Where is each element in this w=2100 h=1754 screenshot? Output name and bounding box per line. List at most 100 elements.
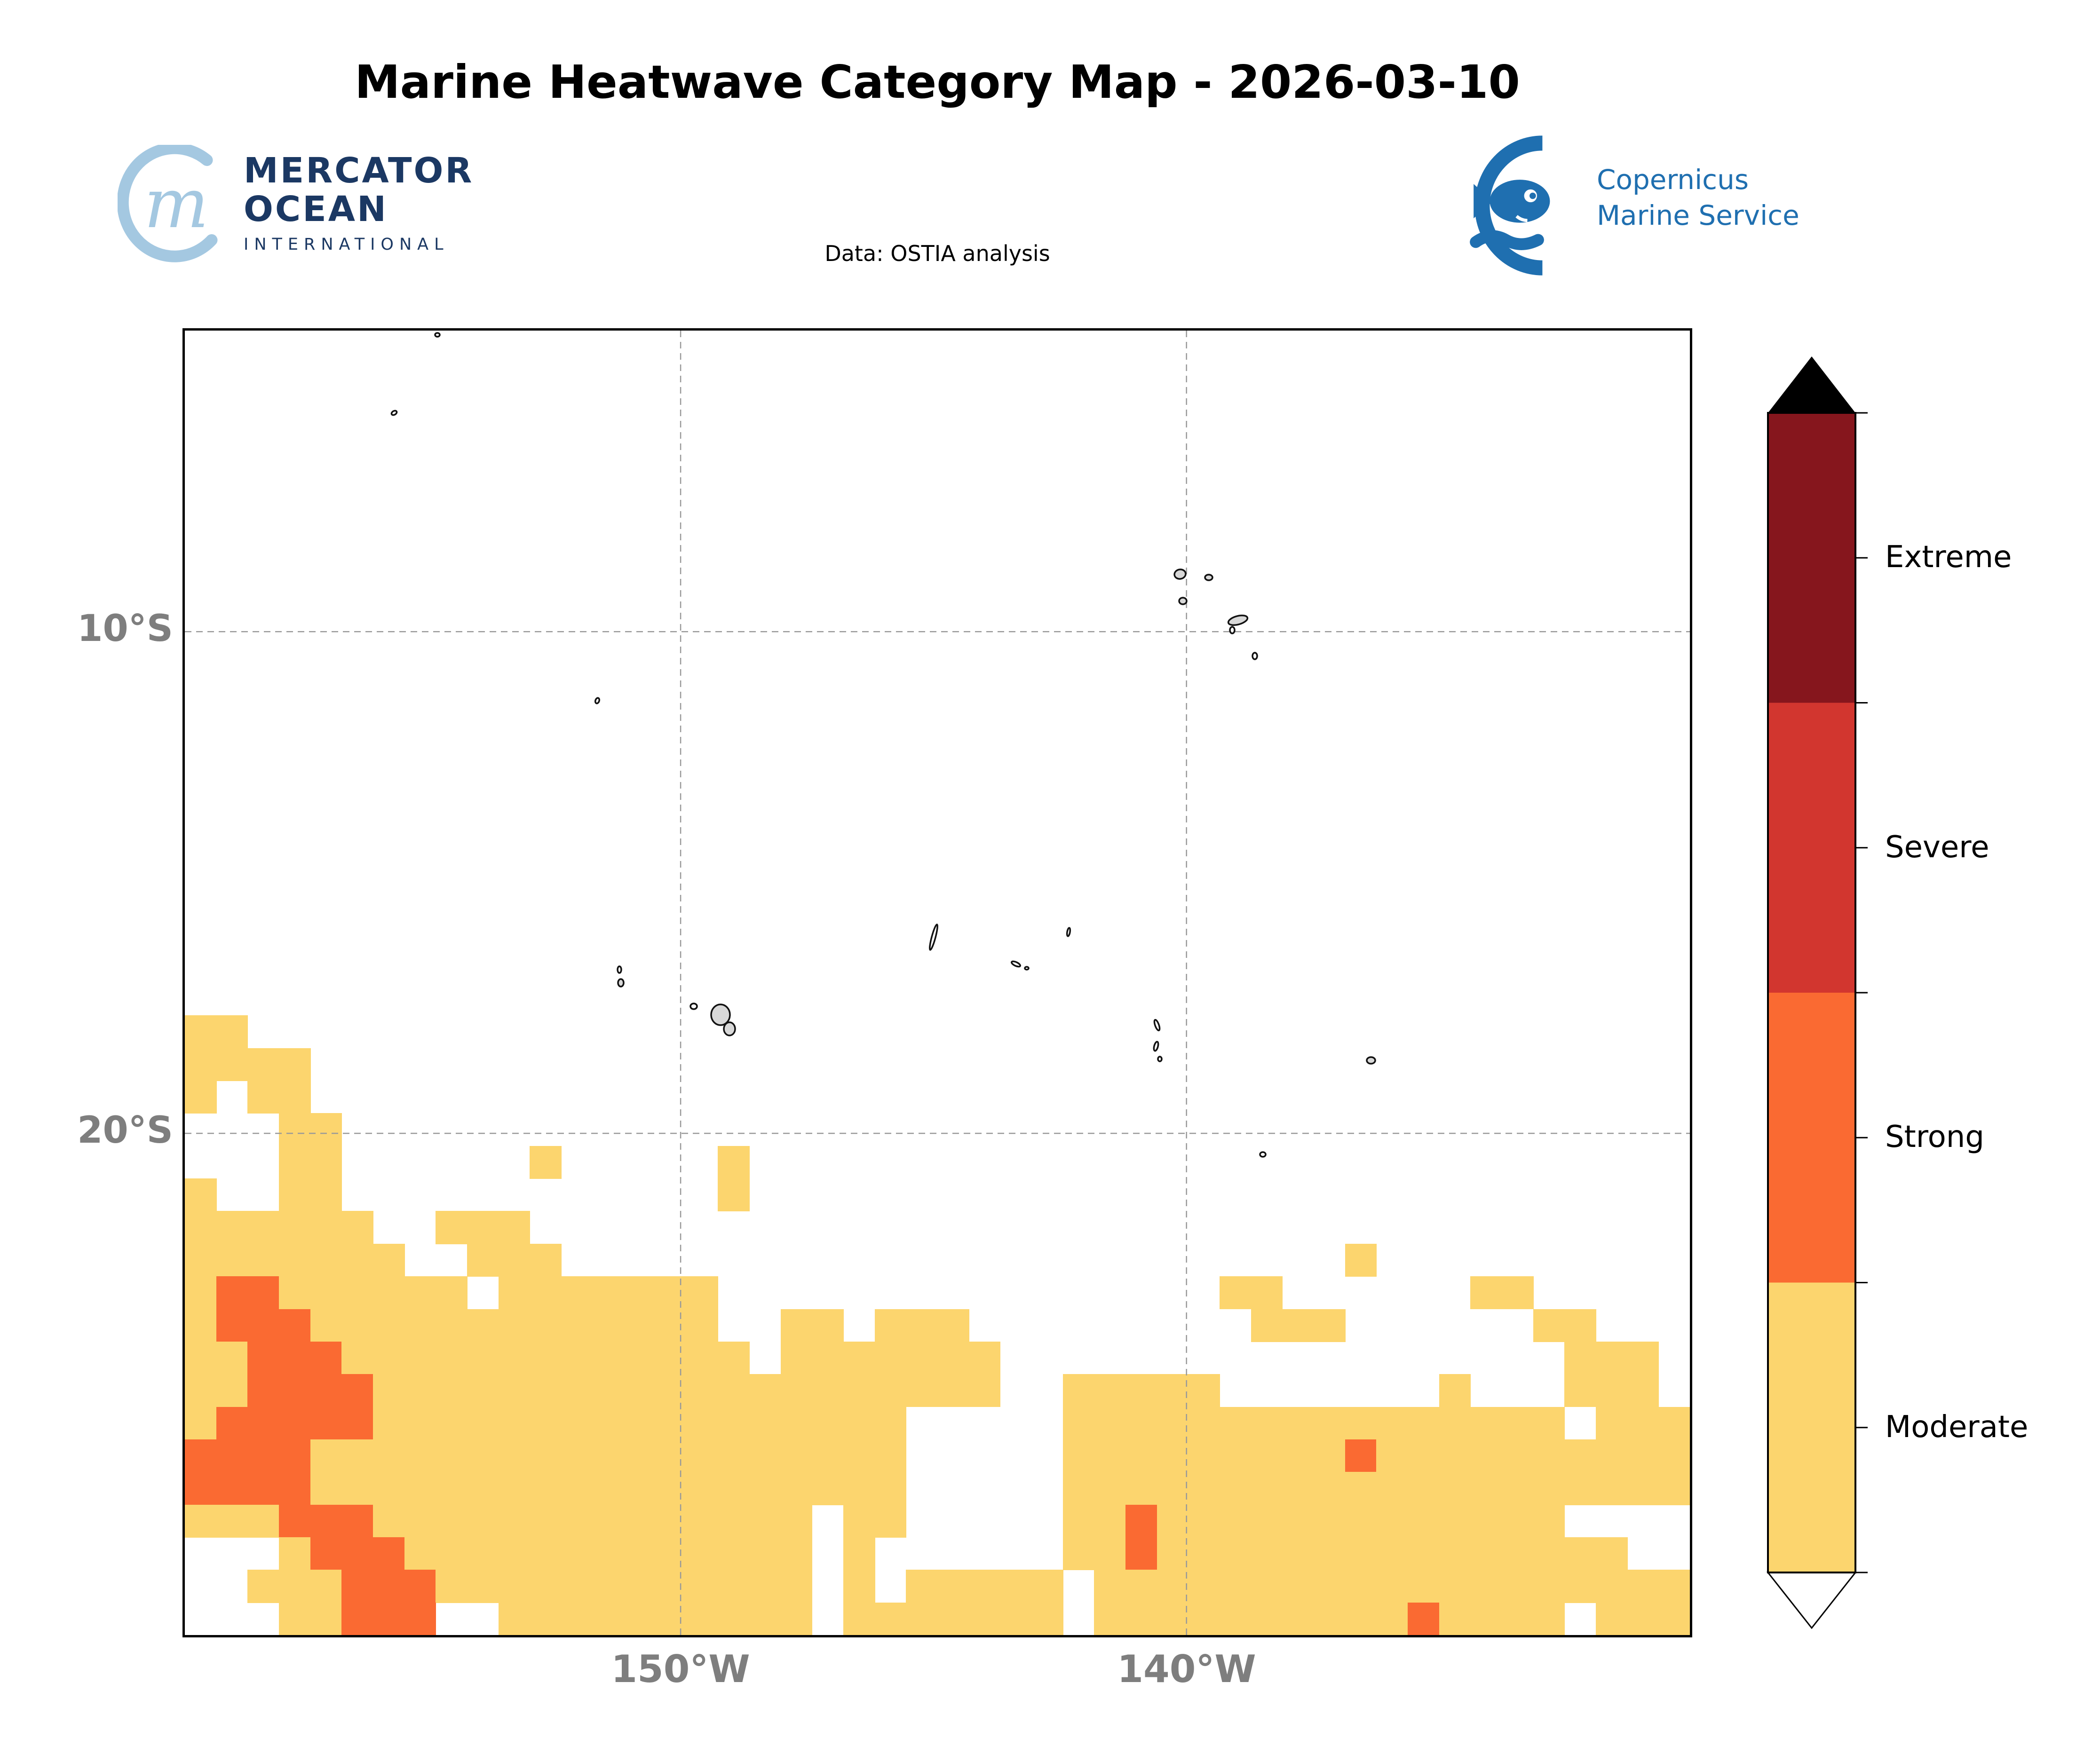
heatwave-cell-moderate	[185, 1211, 373, 1244]
heatwave-cell-moderate	[185, 1374, 248, 1407]
heatwave-cell-moderate	[185, 1015, 248, 1049]
colorbar-segment	[1768, 703, 1855, 993]
page-title: Marine Heatwave Category Map - 2026-03-1…	[355, 55, 1520, 109]
island-outline	[1229, 626, 1236, 634]
heatwave-cell-strong	[1408, 1602, 1440, 1635]
heatwave-cell-moderate	[404, 1537, 813, 1571]
heatwave-cell-moderate	[247, 1570, 342, 1603]
y-tick-label: 10°S	[77, 608, 173, 650]
island-outline	[1252, 652, 1258, 660]
heatwave-cell-moderate	[310, 1439, 907, 1473]
heatwave-cell-moderate	[1062, 1439, 1346, 1473]
heatwave-cell-moderate	[185, 1309, 217, 1342]
island-outline	[1153, 1041, 1159, 1052]
heatwave-cell-moderate	[530, 1146, 562, 1179]
heatwave-cell-moderate	[780, 1309, 844, 1342]
heatwave-cell-strong	[216, 1276, 279, 1310]
mercator-logo-line3: INTERNATIONAL	[244, 235, 449, 254]
heatwave-cell-moderate	[310, 1309, 719, 1342]
island-outline	[617, 965, 622, 974]
heatwave-cell-moderate	[310, 1472, 907, 1505]
heatwave-cell-moderate	[1062, 1537, 1126, 1571]
heatwave-cell-moderate	[185, 1243, 405, 1277]
heatwave-cell-strong	[341, 1570, 436, 1603]
mercator-ocean-logo: m MERCATOR OCEAN INTERNATIONAL	[117, 142, 541, 277]
heatwave-cell-strong	[247, 1374, 373, 1407]
heatwave-cell-moderate	[279, 1178, 342, 1212]
heatwave-cell-strong	[216, 1406, 373, 1440]
heatwave-cell-moderate	[1062, 1472, 1690, 1505]
heatwave-cell-moderate	[1062, 1504, 1126, 1538]
heatwave-cell-moderate	[279, 1276, 468, 1310]
heatwave-cell-moderate	[780, 1341, 1001, 1375]
x-tick-label: 150°W	[611, 1647, 750, 1691]
island-outline	[390, 410, 398, 416]
island-outline	[617, 978, 625, 988]
colorbar-label: Extreme	[1885, 540, 2012, 575]
heatwave-cell-moderate	[1094, 1602, 1408, 1635]
heatwave-cell-moderate	[1564, 1374, 1659, 1407]
heatwave-cell-moderate	[1470, 1276, 1534, 1310]
heatwave-cell-moderate	[1094, 1570, 1690, 1603]
heatwave-cell-moderate	[373, 1374, 1001, 1407]
island-outline	[1011, 960, 1021, 968]
island-outline	[1227, 614, 1249, 626]
heatwave-cell-moderate	[185, 1178, 217, 1212]
heatwave-cell-strong	[1345, 1439, 1377, 1473]
heatwave-cell-moderate	[1157, 1504, 1565, 1538]
island-outline	[1259, 1151, 1267, 1158]
island-outline	[710, 1003, 731, 1026]
heatwave-cell-strong	[185, 1472, 311, 1505]
x-tick-label: 140°W	[1117, 1647, 1256, 1691]
copernicus-fish-icon	[1470, 135, 1550, 276]
heatwave-cell-moderate	[185, 1341, 248, 1375]
heatwave-cell-moderate	[1062, 1406, 1565, 1440]
island-outline	[689, 1003, 698, 1010]
heatwave-cell-moderate	[341, 1341, 750, 1375]
island-outline	[434, 332, 441, 338]
heatwave-cell-moderate	[1596, 1602, 1690, 1635]
heatwave-cell-strong	[1125, 1537, 1157, 1571]
heatwave-cell-moderate	[185, 1081, 217, 1114]
heatwave-cell-moderate	[874, 1309, 969, 1342]
copernicus-logo-line2: Marine Service	[1597, 199, 1799, 231]
colorbar-segment	[1768, 993, 1855, 1283]
heatwave-cell-moderate	[1596, 1406, 1690, 1440]
heatwave-cell-moderate	[1220, 1276, 1283, 1310]
heatwave-cell-moderate	[498, 1602, 813, 1635]
heatwave-cell-moderate	[1157, 1537, 1628, 1571]
heatwave-cell-moderate	[498, 1276, 719, 1310]
heatwave-category-cells	[185, 331, 1690, 1635]
island-outline	[1204, 574, 1213, 581]
island-outline	[929, 924, 938, 951]
colorbar-segment	[1768, 1282, 1855, 1573]
heatwave-cell-moderate	[279, 1602, 342, 1635]
mercator-monogram-icon: m	[117, 142, 218, 262]
colorbar-under-arrow	[1766, 1572, 1857, 1629]
heatwave-cell-moderate	[1439, 1602, 1565, 1635]
colorbar-bar	[1766, 356, 1868, 1629]
heatwave-cell-moderate	[843, 1602, 1063, 1635]
heatwave-cell-moderate	[1345, 1243, 1377, 1277]
colorbar-label: Moderate	[1885, 1410, 2029, 1445]
mercator-logo-text: MERCATOR OCEAN INTERNATIONAL	[244, 151, 474, 254]
colorbar-segment	[1768, 413, 1855, 703]
colorbar-over-arrow	[1768, 356, 1855, 413]
data-source-label: Data: OSTIA analysis	[824, 241, 1050, 266]
heatwave-cell-moderate	[436, 1211, 531, 1244]
heatwave-cell-moderate	[718, 1146, 750, 1179]
mercator-logo-line1: MERCATOR	[244, 150, 474, 191]
heatwave-cell-moderate	[185, 1276, 217, 1310]
heatwave-cell-strong	[1125, 1504, 1157, 1538]
heatwave-cell-moderate	[247, 1081, 311, 1114]
heatwave-cell-moderate	[843, 1504, 907, 1538]
heatwave-cell-moderate	[843, 1570, 875, 1603]
island-outline	[1153, 1019, 1161, 1032]
copernicus-logo-text: Copernicus Marine Service	[1597, 162, 1799, 233]
copernicus-marine-service-logo: Copernicus Marine Service	[1439, 128, 1910, 283]
heatwave-cell-moderate	[185, 1504, 279, 1538]
heatwave-cell-moderate	[1564, 1341, 1659, 1375]
heatwave-cell-strong	[216, 1309, 311, 1342]
heatwave-cell-moderate	[718, 1178, 750, 1212]
y-tick-label: 20°S	[77, 1109, 173, 1152]
